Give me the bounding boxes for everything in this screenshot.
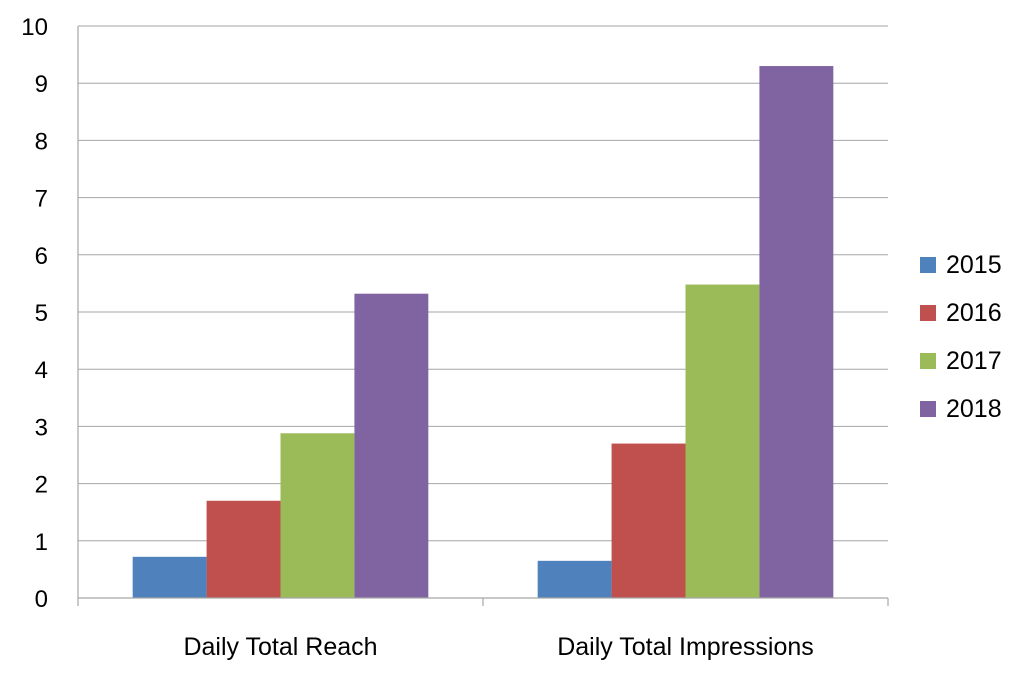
bar-2018-1 — [759, 66, 834, 599]
y-tick-label: 3 — [35, 414, 48, 441]
legend-label: 2017 — [946, 347, 1002, 375]
y-tick-label: 10 — [21, 14, 48, 41]
y-axis-ticks: 0 1 2 3 4 5 6 7 8 9 10 — [21, 14, 48, 613]
legend-swatch — [920, 353, 936, 369]
bar-2017-1 — [685, 284, 760, 598]
legend-label: 2015 — [946, 251, 1002, 279]
legend-swatch — [920, 305, 936, 321]
y-tick-label: 1 — [35, 529, 48, 556]
legend-label: 2018 — [946, 395, 1002, 423]
x-category-label: Daily Total Reach — [183, 633, 377, 661]
axes — [77, 26, 889, 606]
legend-label: 2016 — [946, 299, 1002, 327]
legend: 2015 2016 2017 2018 — [920, 251, 1002, 423]
y-tick-label: 9 — [35, 71, 48, 98]
y-tick-label: 7 — [35, 186, 48, 213]
legend-swatch — [920, 257, 936, 273]
x-axis-labels: Daily Total Reach Daily Total Impressions — [183, 633, 813, 661]
bar-2018-0 — [354, 293, 429, 598]
bar-2016-1 — [611, 443, 686, 598]
y-tick-label: 2 — [35, 472, 48, 499]
y-tick-label: 0 — [35, 586, 48, 613]
bar-2015-1 — [537, 560, 612, 598]
bar-2017-0 — [280, 433, 355, 598]
y-tick-label: 6 — [35, 243, 48, 270]
x-category-label: Daily Total Impressions — [557, 633, 814, 661]
y-tick-label: 8 — [35, 128, 48, 155]
y-tick-label: 5 — [35, 300, 48, 327]
gridlines — [78, 25, 888, 542]
bar-2015-0 — [132, 556, 207, 598]
bars — [132, 66, 834, 599]
y-tick-label: 4 — [35, 357, 48, 384]
legend-swatch — [920, 401, 936, 417]
bar-2016-0 — [206, 500, 281, 598]
